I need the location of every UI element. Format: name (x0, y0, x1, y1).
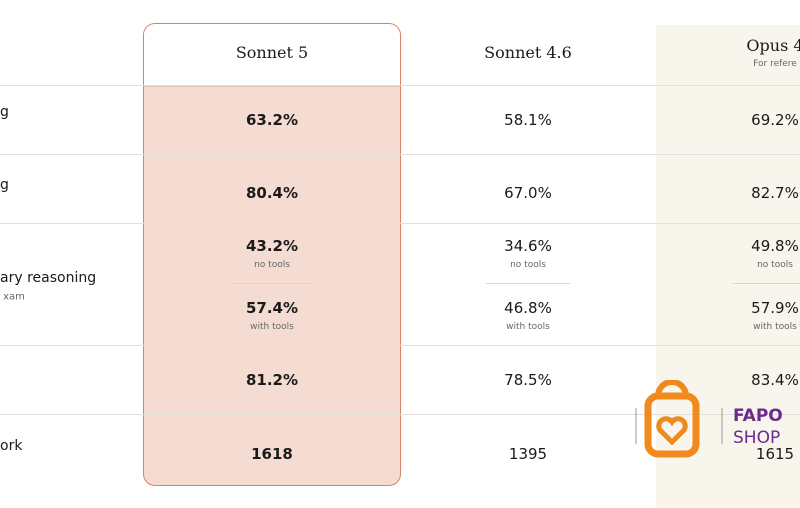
cell-value: 78.5% (504, 370, 552, 389)
row-label: ary reasoning (0, 270, 97, 286)
cell-value: 57.9% (751, 299, 799, 317)
row-sublabel: xam (3, 291, 25, 303)
cell-note: no tools (254, 260, 290, 270)
sub-divider (230, 283, 314, 284)
cell-note: no tools (757, 260, 793, 270)
cell-value: 49.8% (751, 237, 799, 255)
cell-value: 67.0% (504, 183, 552, 202)
cell-value: 43.2% (245, 237, 299, 255)
row-label: g (0, 176, 9, 193)
row-divider (0, 154, 800, 155)
cell-note: with tools (250, 322, 294, 332)
sub-divider (733, 283, 800, 284)
cell-note: with tools (753, 322, 797, 332)
column-header: Sonnet 4.6 (484, 43, 572, 62)
highlight-header (144, 24, 400, 87)
cell-value: 34.6% (504, 237, 552, 255)
cell-value: 1395 (508, 444, 548, 463)
row-divider (0, 345, 800, 346)
cell-value: 1618 (251, 444, 293, 463)
row-divider (0, 223, 800, 224)
watermark-text: SHOP (733, 428, 781, 448)
opus-column-bg (656, 25, 800, 508)
cell-value: 81.2% (245, 370, 299, 389)
column-header: Opus 4 (746, 36, 800, 55)
cell-value: 63.2% (245, 110, 299, 129)
cell-value: 80.4% (245, 183, 299, 202)
cell-value: 82.7% (751, 183, 799, 202)
cell-value: 57.4% (245, 299, 299, 317)
row-divider (0, 85, 800, 86)
row-divider (0, 414, 800, 415)
watermark-text: FAPO (733, 406, 783, 426)
cell-value: 46.8% (504, 299, 552, 317)
cell-value: 58.1% (504, 110, 552, 129)
watermark-icon (635, 380, 723, 458)
row-label: g (0, 103, 9, 120)
cell-value: 69.2% (751, 110, 799, 129)
sub-divider (486, 283, 570, 284)
cell-note: with tools (506, 322, 550, 332)
cell-value: 1615 (755, 444, 795, 463)
column-header: Sonnet 5 (235, 43, 309, 62)
column-note: For refere (753, 59, 797, 69)
cell-note: no tools (510, 260, 546, 270)
row-label: ork (0, 437, 23, 454)
highlight-column (143, 23, 401, 486)
cell-value: 83.4% (751, 370, 799, 389)
